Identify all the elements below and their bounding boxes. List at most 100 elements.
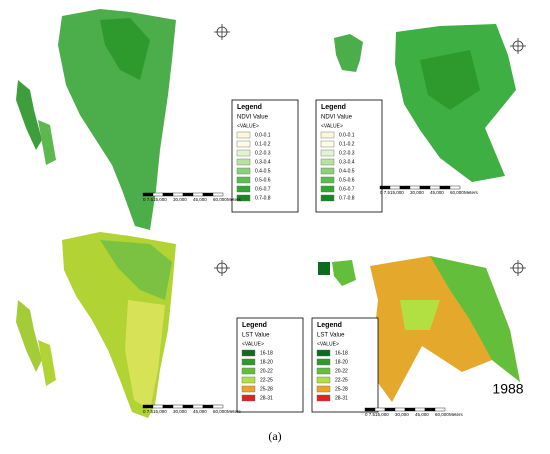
scale-segment xyxy=(449,185,461,190)
legend-swatch xyxy=(241,394,256,402)
legend-class: 0.3-0.4 xyxy=(255,159,271,165)
scale-segment xyxy=(429,185,441,190)
legend-swatch xyxy=(320,140,335,148)
scale-label: 60,000 xyxy=(213,409,227,414)
scale-label: 0 7.515,000 xyxy=(365,412,389,417)
scale-segment xyxy=(182,404,194,409)
map-lst-right xyxy=(318,256,520,402)
legend-swatch xyxy=(236,140,251,148)
scale-label: 60,000 xyxy=(435,412,449,417)
legend-swatch xyxy=(320,185,335,193)
scale-segment xyxy=(202,404,214,409)
map-lst-left xyxy=(16,232,176,418)
scale-segment xyxy=(364,407,376,412)
legend-swatch xyxy=(236,185,251,193)
scale-label: 30,000 xyxy=(395,412,409,417)
legend-field: LST Value xyxy=(242,333,270,339)
legend-class: 0.1-0.2 xyxy=(339,141,355,147)
scale-segment xyxy=(424,407,436,412)
north-arrow xyxy=(214,260,230,276)
scale-segment xyxy=(409,185,421,190)
scale-segment xyxy=(379,185,391,190)
legend-swatch xyxy=(320,131,335,139)
scale-segment xyxy=(172,404,184,409)
scale-unit: Meters xyxy=(464,190,479,195)
legend-class: 0.7-0.8 xyxy=(255,195,271,201)
legend-class: 0.7-0.8 xyxy=(339,195,355,201)
caption: (a) xyxy=(268,429,281,443)
scale-segment xyxy=(434,407,446,412)
scale-segment xyxy=(142,404,154,409)
scale-segment xyxy=(374,407,386,412)
north-arrow xyxy=(510,38,526,54)
scale-label: 0 7.515,000 xyxy=(380,190,404,195)
scale-segment xyxy=(192,192,204,197)
legend-swatch xyxy=(241,349,256,357)
legend-class: 28-31 xyxy=(260,395,273,401)
legend-swatch xyxy=(236,158,251,166)
legend-swatch xyxy=(320,176,335,184)
scale-segment xyxy=(152,192,164,197)
scale-segment xyxy=(389,185,401,190)
legend-title: Legend xyxy=(317,322,342,329)
scale-label: 45,000 xyxy=(193,197,207,202)
legend: Legend LST Value <VALUE> 16-18 18-20 20-22 22-… xyxy=(236,317,304,413)
legend-swatch xyxy=(316,358,331,366)
scale-label: 30,000 xyxy=(173,197,187,202)
legend-class: 25-28 xyxy=(335,386,348,392)
legend-swatch xyxy=(236,131,251,139)
legend-class: 0.6-0.7 xyxy=(255,186,271,192)
legend-subfield: <VALUE> xyxy=(242,341,264,347)
legend-swatch xyxy=(236,149,251,157)
legend-class: 0.0-0.1 xyxy=(339,132,355,138)
legend-swatch xyxy=(316,385,331,393)
legend: Legend LST Value <VALUE> 16-18 18-20 20-22 22-… xyxy=(311,317,379,413)
scale-segment xyxy=(419,185,431,190)
legend-swatch xyxy=(236,194,251,202)
scale-segment xyxy=(212,404,224,409)
legend-subfield: <VALUE> xyxy=(237,123,259,129)
legend-class: 0.0-0.1 xyxy=(255,132,271,138)
scale-segment xyxy=(152,404,164,409)
legend-class: 0.1-0.2 xyxy=(255,141,271,147)
scale-bar: 0 7.515,000 30,000 45,000 60,000 Meters xyxy=(142,404,242,414)
legend-class: 0.6-0.7 xyxy=(339,186,355,192)
legend: Legend NDVI Value <VALUE> 0.0-0.1 0.1-0.2 0.2… xyxy=(315,99,383,213)
legend-class: 16-18 xyxy=(335,350,348,356)
scale-label: 45,000 xyxy=(193,409,207,414)
legend-class: 20-22 xyxy=(260,368,273,374)
scale-segment xyxy=(192,404,204,409)
scale-label: 60,000 xyxy=(450,190,464,195)
scale-segment xyxy=(202,192,214,197)
legend: Legend NDVI Value <VALUE> 0.0-0.1 0.1-0.2 0.2… xyxy=(231,99,299,213)
scale-segment xyxy=(414,407,426,412)
legend-field: NDVI Value xyxy=(237,115,269,121)
legend-swatch xyxy=(236,176,251,184)
scale-label: 60,000 xyxy=(213,197,227,202)
legend-swatch xyxy=(241,367,256,375)
legend-title: Legend xyxy=(321,104,346,111)
scale-segment xyxy=(394,407,406,412)
legend-swatch xyxy=(316,349,331,357)
scale-label: 0 7.515,000 xyxy=(143,409,167,414)
scale-bar: 0 7.515,000 30,000 45,000 60,000 Meters xyxy=(364,407,464,417)
scale-unit: Meters xyxy=(227,197,242,202)
legend-field: LST Value xyxy=(317,333,345,339)
scale-label: 45,000 xyxy=(430,190,444,195)
scale-segment xyxy=(439,185,451,190)
legend-field: NDVI Value xyxy=(321,115,353,121)
legend-class: 22-25 xyxy=(335,377,348,383)
legend-swatch xyxy=(320,158,335,166)
legend-swatch xyxy=(316,394,331,402)
legend-class: 0.2-0.3 xyxy=(339,150,355,156)
legend-swatch xyxy=(241,385,256,393)
legend-class: 18-20 xyxy=(260,359,273,365)
legend-class: 0.4-0.5 xyxy=(339,168,355,174)
scale-label: 45,000 xyxy=(415,412,429,417)
legend-swatch xyxy=(320,149,335,157)
legend-class: 0.4-0.5 xyxy=(255,168,271,174)
legend-swatch xyxy=(316,367,331,375)
scale-label: 30,000 xyxy=(410,190,424,195)
legend-class: 22-25 xyxy=(260,377,273,383)
